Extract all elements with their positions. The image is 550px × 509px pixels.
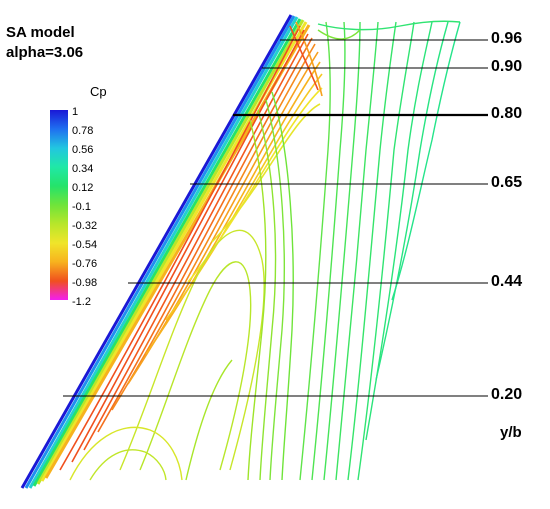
wing-surface [25,15,462,488]
legend-label: 0.12 [72,182,94,194]
station-lines [63,39,488,397]
cp-colorbar [50,110,68,300]
plot-title-alpha: alpha=3.06 [6,44,84,61]
station-label-090: 0.90 [491,58,523,75]
legend-label: 0.34 [72,163,94,175]
leading-edge-bands [20,14,311,489]
aft-contours [299,20,461,481]
span-axis-label: y/b [500,424,522,441]
legend-label: -0.1 [72,201,91,213]
station-label-080: 0.80 [491,105,523,122]
plot-title-model: SA model [6,24,75,41]
legend-label: 1 [72,106,79,118]
station-label-044: 0.44 [491,273,523,290]
legend-label: -0.54 [72,239,98,251]
legend-label: -0.98 [72,277,98,289]
legend-label: 0.78 [72,125,94,137]
station-label-065: 0.65 [491,174,523,191]
station-label-096: 0.96 [491,30,523,47]
legend-label: -0.76 [72,258,98,270]
legend-label: 0.56 [72,144,94,156]
legend-title: Cp [90,84,107,99]
station-label-020: 0.20 [491,386,523,403]
legend-label: -1.2 [72,296,91,308]
legend-label: -0.32 [72,220,98,232]
midchord-contours [69,91,294,481]
